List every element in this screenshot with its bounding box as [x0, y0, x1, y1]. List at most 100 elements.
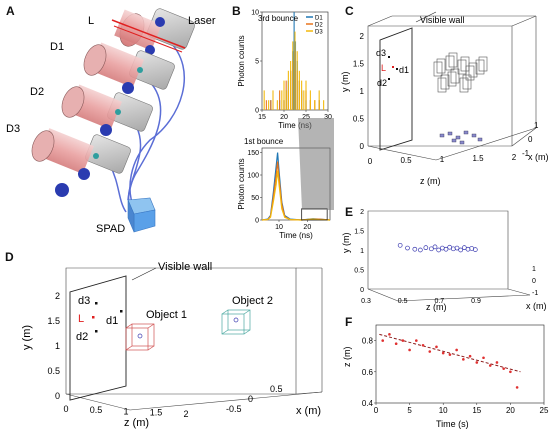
f-point: [475, 361, 479, 364]
f-plot: 0 5 10 15 20 25 0.4 0.6 0.8: [362, 324, 549, 415]
histogram-bar: [294, 31, 296, 111]
y-tick-label: 10: [251, 10, 259, 17]
d-x-tick-label: 0: [248, 394, 253, 404]
e-y-tick-label: 1: [360, 248, 364, 255]
laser-unit: [111, 8, 195, 55]
x-tick-label: 10: [275, 224, 283, 231]
histogram-bar: [290, 61, 292, 110]
f-point: [401, 339, 405, 342]
c-y-tick-label: 0: [360, 142, 365, 151]
x-axis-label: Time (ns): [279, 231, 313, 240]
e-ylabel: y (m): [341, 233, 351, 254]
histogram-bar: [285, 90, 287, 110]
y-axis-label: Photon counts: [237, 35, 246, 86]
e-xlabel: x (m): [526, 301, 547, 311]
f-point: [428, 350, 432, 353]
histogram-bar: [303, 90, 305, 110]
label-d2: D2: [30, 86, 44, 98]
c-zlabel: z (m): [420, 176, 441, 186]
series-line: [261, 170, 331, 221]
histogram-bar: [270, 100, 272, 110]
y-tick-label: 50: [251, 195, 259, 202]
e-point: [458, 247, 464, 253]
d-axis-ticks: 0 0.5 1 1.5 2 0 0.5 1 1.5 2 -0.5 0 0.5: [47, 291, 282, 419]
c-ylabel: y (m): [340, 72, 350, 93]
histogram-bar: [301, 80, 303, 110]
scene-3d-plot: d3 L d1 d2 Visible wall 0 0.5 1 1.5 2 0 0.5 1 1.…: [340, 11, 549, 186]
c-visible-wall: Visible wall: [420, 15, 464, 25]
c-label-d2: d2: [377, 78, 387, 88]
histogram-bar: [283, 80, 285, 110]
panel-letter-f: F: [345, 315, 353, 329]
x-tick-label: 15: [258, 114, 266, 121]
c-y-tick-label: 1: [360, 87, 365, 96]
e-point: [454, 245, 460, 251]
f-point: [415, 339, 418, 342]
y-tick-label: 150: [247, 150, 259, 157]
f-point: [468, 354, 472, 358]
spad-box: [127, 197, 156, 233]
zoom-wedge: [298, 118, 334, 210]
legend-label: D3: [315, 30, 323, 36]
f-point: [388, 333, 391, 336]
f-x-tick-label: 5: [407, 406, 412, 415]
histogram-bar: [276, 100, 278, 110]
histogram-bar: [268, 100, 270, 110]
f-y-tick-label: 0.8: [362, 337, 374, 346]
e-point: [412, 246, 418, 252]
f-x-tick-label: 20: [506, 406, 515, 415]
f-point: [488, 364, 492, 367]
histogram-bar: [265, 100, 267, 110]
d-xlabel: x (m): [296, 405, 321, 417]
d-z-tick-label: 0: [63, 404, 68, 414]
label-laser: Laser: [188, 15, 216, 27]
d-object-2: Object 2: [232, 295, 273, 307]
f-point: [435, 345, 438, 349]
e-y-tick-label: 0.5: [354, 268, 364, 275]
scatter3d-e: 0 0.5 1 1.5 2 0.3 0.5 0.7 0.9 -1 0 1 y (m) z (m) x …: [341, 209, 547, 312]
e-point: [397, 242, 403, 248]
e-axis-ticks: 0 0.5 1 1.5 2 0.3 0.5 0.7 0.9 -1 0 1: [354, 209, 538, 305]
detector-d3: [31, 128, 131, 197]
histogram-bar: [279, 90, 281, 110]
panel-letter-c: C: [345, 4, 354, 18]
y-tick-label: 5: [255, 59, 259, 66]
x-tick-label: 20: [280, 114, 288, 121]
panel-a: A: [0, 0, 230, 250]
f-point: [455, 348, 458, 352]
object-1-box: [125, 323, 155, 351]
c-axis-ticks: 00.511.520 0.5 1 1.5 2 -101: [353, 32, 539, 166]
d-label-d3: d3: [78, 295, 90, 307]
e-point: [417, 247, 423, 253]
object-2-box: [221, 309, 251, 335]
f-y-tick-label: 0.4: [362, 399, 374, 408]
f-ylabel: z (m): [342, 347, 352, 368]
e-y-tick-label: 1.5: [354, 229, 364, 236]
f-point: [502, 367, 505, 370]
c-xlabel: x (m): [528, 152, 549, 162]
e-point: [436, 247, 442, 253]
detector-d2: [61, 84, 153, 136]
d-x-tick-label: -0.5: [226, 404, 242, 414]
f-x-tick-label: 0: [374, 406, 379, 415]
histogram-bar: [281, 90, 283, 110]
histogram-1st-bounce: 10 20 0 50 100 150 Time (ns) Photon counts: [237, 147, 331, 240]
panel-letter-d: D: [5, 250, 14, 264]
panel-d: D: [0, 250, 340, 430]
f-x-tick-label: 10: [439, 406, 448, 415]
c-label-d1: d1: [399, 65, 409, 75]
histogram-bar: [318, 90, 320, 110]
f-point: [448, 353, 452, 356]
f-point: [495, 361, 499, 364]
d-label-d2: d2: [76, 331, 88, 343]
histogram-bar: [296, 51, 298, 110]
e-x-tick-label: -1: [532, 290, 538, 297]
f-point: [482, 356, 485, 360]
d-y-tick-label: 0: [55, 391, 60, 401]
d-z-tick-label: 2: [183, 409, 188, 419]
label-d1: D1: [50, 41, 64, 53]
d-x-tick-label: 0.5: [270, 384, 283, 394]
d-y-tick-label: 1: [55, 341, 60, 351]
